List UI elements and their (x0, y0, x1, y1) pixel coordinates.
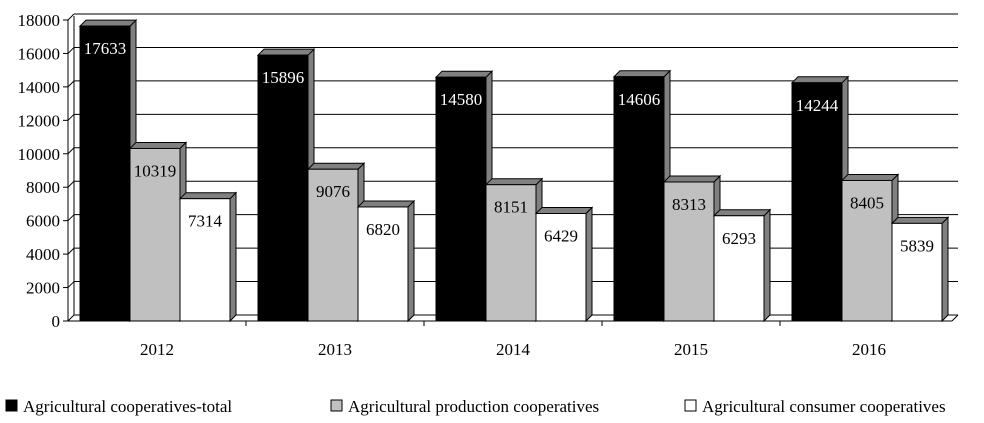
y-tick-label: 12000 (18, 111, 61, 130)
bar-top (534, 206, 594, 214)
data-labels: 17633 10319 7314 15896 9076 6820 14580 8151 6429… (84, 39, 934, 255)
bar-top (78, 19, 138, 27)
data-label: 8313 (672, 195, 706, 214)
bar-side (941, 216, 949, 323)
bar-side (763, 208, 771, 323)
y-tick-depth (67, 13, 75, 21)
data-label: 14244 (796, 96, 839, 115)
bar (891, 222, 943, 322)
bar-side (407, 199, 415, 323)
data-label: 6820 (366, 220, 400, 239)
legend: Agricultural cooperatives-total Agricultu… (5, 397, 946, 416)
bar (791, 82, 843, 322)
bar-top (840, 173, 900, 181)
y-tick-depth (67, 47, 75, 54)
legend-swatch (330, 399, 343, 412)
legend-swatch (684, 399, 697, 412)
data-label: 5839 (900, 236, 934, 255)
data-label: 8151 (494, 198, 528, 217)
bar-top (306, 162, 366, 170)
y-tick-label: 6000 (26, 212, 60, 231)
y-tick-label: 14000 (18, 78, 61, 97)
data-label: 17633 (84, 39, 127, 58)
bar-top (484, 178, 544, 186)
bar-top (434, 70, 494, 78)
y-tick-depth (67, 180, 75, 188)
data-label: 9076 (316, 182, 350, 201)
y-tick-label: 10000 (18, 145, 61, 164)
legend-swatch (5, 399, 18, 412)
bar (535, 212, 587, 322)
x-tick-label: 2012 (140, 340, 174, 359)
y-tick-depth (67, 147, 75, 155)
data-label: 15896 (262, 68, 305, 87)
y-tick-depth (67, 214, 75, 222)
bar (79, 25, 131, 322)
bar-top (356, 200, 416, 208)
bar (841, 179, 893, 322)
y-tick-label: 0 (52, 312, 61, 331)
bar (485, 184, 537, 322)
bar-top (178, 192, 238, 200)
y-tick-depth (67, 281, 75, 288)
y-tick-depth (67, 314, 75, 322)
bar (257, 54, 309, 322)
y-tick-depth (67, 113, 75, 121)
legend-label: Agricultural cooperatives-total (23, 397, 232, 416)
x-tick-label: 2013 (318, 340, 352, 359)
x-tick-label: 2014 (496, 340, 531, 359)
y-tick-label: 4000 (26, 245, 60, 264)
bar-top (712, 209, 772, 217)
bar (357, 206, 409, 322)
bar (307, 168, 359, 322)
y-tick-depth (67, 80, 75, 88)
bar-top (662, 175, 722, 183)
bar (663, 181, 715, 322)
bar-top (256, 48, 316, 56)
legend-label: Agricultural consumer cooperatives (702, 397, 946, 416)
bar (129, 147, 181, 322)
bar-top (612, 70, 672, 78)
data-label: 8405 (850, 193, 884, 212)
bar (613, 76, 665, 322)
bars (78, 18, 950, 323)
bar (713, 215, 765, 322)
bar (435, 76, 487, 322)
bar-side (585, 206, 593, 323)
bar-top (128, 141, 188, 149)
data-label: 14580 (440, 90, 483, 109)
data-label: 10319 (134, 161, 177, 180)
y-tick-label: 2000 (26, 279, 60, 298)
data-label: 6293 (722, 229, 756, 248)
x-tick-label: 2015 (674, 340, 708, 359)
bar-top (790, 76, 850, 84)
y-tick-label: 18000 (18, 11, 61, 30)
data-label: 6429 (544, 226, 578, 245)
x-axis-corner (951, 314, 959, 322)
bar (179, 198, 231, 322)
y-tick-label: 16000 (18, 44, 61, 63)
bar-side (229, 191, 237, 323)
legend-label: Agricultural production cooperatives (348, 397, 599, 416)
y-tick-label: 8000 (26, 178, 60, 197)
bar-top (890, 216, 950, 224)
data-label: 14606 (618, 90, 661, 109)
y-tick-depth (67, 247, 75, 255)
x-tick-label: 2016 (852, 340, 886, 359)
data-label: 7314 (188, 212, 223, 231)
